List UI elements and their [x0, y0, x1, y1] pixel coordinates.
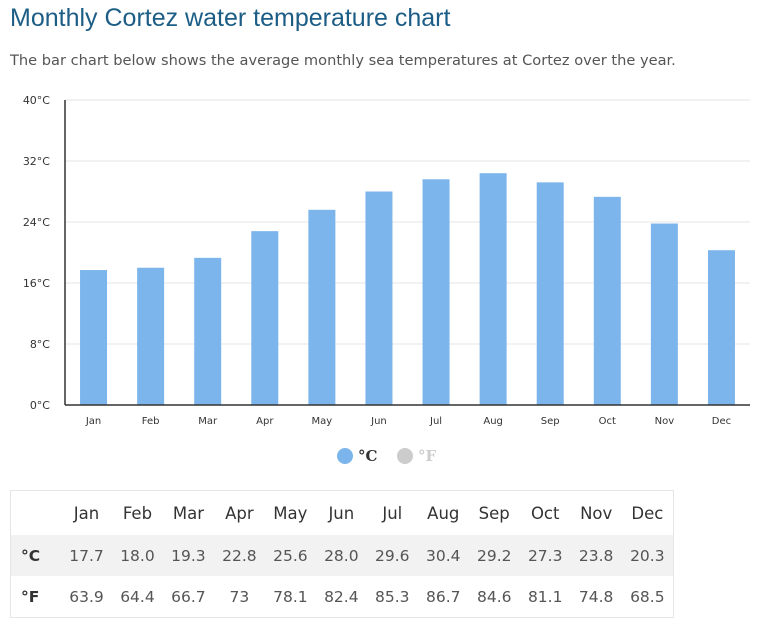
table-cell: 27.3	[527, 546, 563, 565]
table-cell: 25.6	[273, 546, 308, 565]
table-cell: 23.8	[578, 546, 614, 565]
temperature-table: Jan Feb Mar Apr May Jun Jul Aug Sep Oct …	[10, 490, 674, 618]
table-cell: 19.3	[171, 546, 206, 565]
table-cell: 85.3	[375, 587, 410, 606]
table-row-fahrenheit: °F 63.9 64.4 66.7 73 78.1 82.4 85.3 86.7…	[11, 576, 674, 618]
x-tick-labels: Jan Feb Mar Apr May Jun Jul Aug Sep Oct Nov Dec	[85, 416, 731, 427]
month-header: Mar	[172, 503, 204, 523]
table-cell: 17.7	[69, 546, 104, 565]
month-header: May	[273, 503, 308, 523]
bar	[422, 179, 450, 405]
legend-item-fahrenheit[interactable]: °F	[397, 444, 436, 468]
month-header: Apr	[225, 503, 254, 523]
y-tick-label: 24°C	[23, 216, 50, 229]
legend-label-celsius: °C	[358, 447, 378, 465]
table-cell: 30.4	[426, 546, 461, 565]
legend-item-celsius[interactable]: °C	[337, 444, 377, 468]
legend-marker-fahrenheit	[397, 448, 413, 464]
axes	[64, 100, 750, 406]
bar	[308, 209, 336, 405]
bar	[137, 267, 165, 405]
row-unit-label: °C	[21, 546, 41, 565]
table-row-celsius: °C 17.7 18.0 19.3 22.8 25.6 28.0 29.6 30…	[10, 535, 674, 576]
table-cell: 29.6	[375, 546, 410, 565]
y-tick-label: 32°C	[23, 155, 50, 168]
x-tick-label: Sep	[541, 416, 560, 427]
month-header: Nov	[580, 503, 613, 523]
table-header-row: Jan Feb Mar Apr May Jun Jul Aug Sep Oct …	[11, 491, 674, 536]
month-header: Feb	[122, 503, 153, 523]
chart-description: The bar chart below shows the average mo…	[10, 52, 676, 69]
row-unit-label: °F	[21, 587, 40, 606]
table-cell: 68.5	[630, 587, 665, 606]
x-tick-label: Nov	[655, 416, 675, 427]
table-cell: 84.6	[476, 587, 512, 606]
y-tick-label: 0°C	[30, 399, 50, 412]
bars	[80, 173, 735, 405]
bar	[365, 191, 393, 405]
grid-lines	[65, 99, 750, 345]
y-tick-label: 40°C	[23, 94, 50, 107]
x-tick-label: Feb	[142, 416, 160, 427]
table-cell: 64.4	[120, 587, 155, 606]
month-header: Jan	[73, 503, 100, 523]
bar	[479, 173, 507, 405]
x-tick-label: Jul	[429, 416, 442, 427]
bar	[707, 250, 735, 405]
bar	[593, 196, 621, 405]
x-tick-label: May	[312, 416, 333, 427]
table-cell: 28.0	[324, 546, 359, 565]
month-header: Aug	[427, 503, 460, 523]
table-cell: 63.9	[69, 587, 104, 606]
y-tick-labels: 0°C 8°C 16°C 24°C 32°C 40°C	[23, 94, 50, 412]
y-tick-label: 8°C	[30, 338, 50, 351]
month-header: Jun	[328, 503, 355, 523]
page-title: Monthly Cortez water temperature chart	[10, 4, 451, 32]
x-tick-label: Mar	[198, 416, 218, 427]
bar	[536, 182, 564, 405]
table-cell: 82.4	[324, 587, 359, 606]
month-header: Oct	[530, 503, 560, 523]
table-cell: 74.8	[578, 587, 614, 606]
table-cell: 66.7	[171, 587, 206, 606]
y-tick-label: 16°C	[23, 277, 50, 290]
bar	[194, 257, 222, 405]
bar	[80, 270, 108, 405]
table-cell: 22.8	[222, 546, 257, 565]
bar-chart: 0°C 8°C 16°C 24°C 32°C 40°C Jan Feb Mar Apr May Ju…	[23, 94, 750, 427]
legend-marker-celsius	[337, 448, 353, 464]
x-tick-label: Jan	[85, 416, 101, 427]
month-header: Dec	[631, 503, 664, 523]
bar	[251, 231, 279, 405]
table-cell: 81.1	[527, 587, 563, 606]
x-tick-label: Jun	[370, 416, 387, 427]
table-cell: 78.1	[273, 587, 308, 606]
x-tick-label: Apr	[256, 416, 274, 427]
month-header: Jul	[382, 503, 403, 523]
table-cell: 29.2	[476, 546, 512, 565]
x-tick-label: Dec	[712, 416, 731, 427]
table-cell: 86.7	[426, 587, 461, 606]
x-tick-label: Aug	[483, 416, 503, 427]
bar	[650, 223, 678, 405]
month-header: Sep	[478, 503, 510, 523]
table-corner-cell	[11, 491, 62, 536]
legend-label-fahrenheit: °F	[418, 447, 437, 465]
table-cell: 18.0	[120, 546, 155, 565]
table-cell: 73	[229, 587, 250, 606]
table-cell: 20.3	[630, 546, 665, 565]
chart-legend: °C °F	[0, 444, 758, 468]
x-tick-label: Oct	[599, 416, 616, 427]
